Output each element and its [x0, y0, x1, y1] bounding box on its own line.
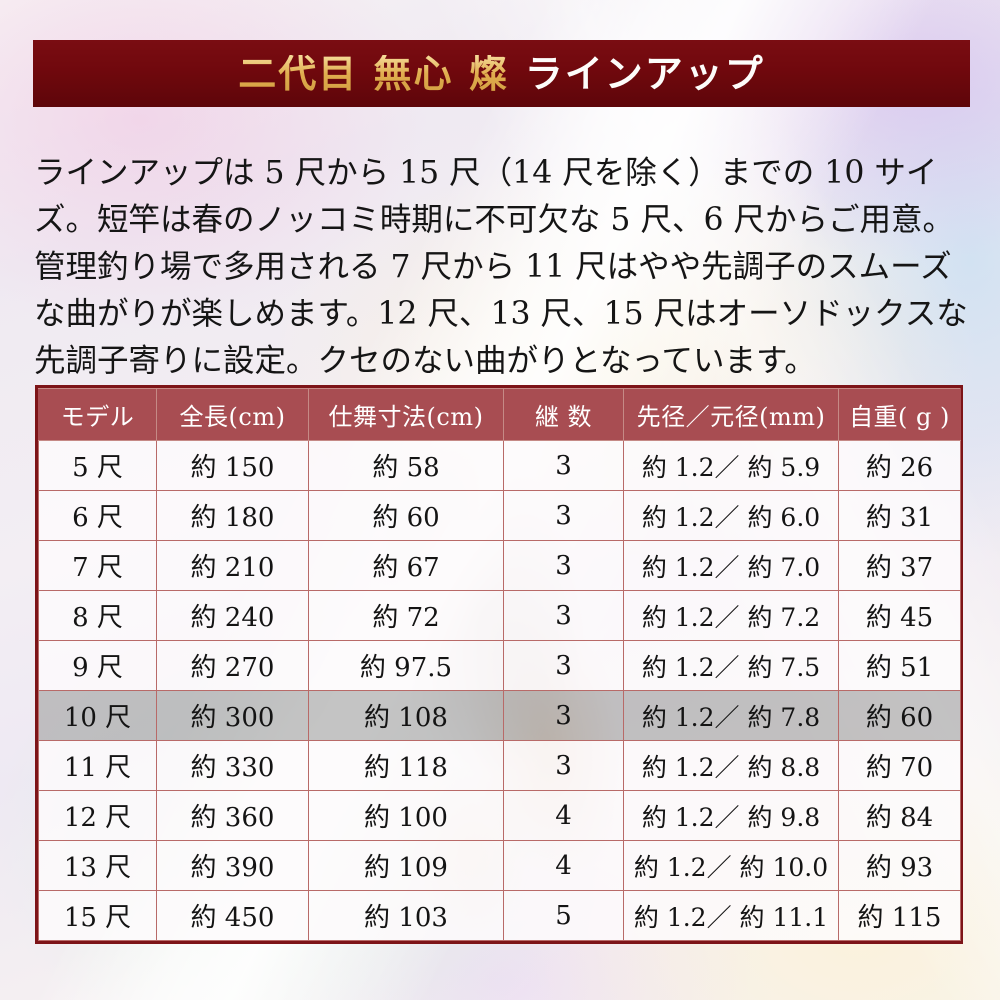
spec-table-container: モデル 全長(cm) 仕舞寸法(cm) 継 数 先径／元径(mm) 自重( g … — [35, 385, 963, 944]
cell-collapsed: 約 97.5 — [308, 640, 504, 691]
cell-weight: 約 37 — [838, 540, 961, 591]
cell-model: 10 尺 — [38, 690, 157, 741]
table-row: 10 尺約 300 約 108 3 約 1.2／ 約 7.8 約 60 — [38, 690, 961, 741]
cell-collapsed: 約 103 — [308, 890, 504, 941]
column-header-weight: 自重( g ) — [838, 388, 961, 441]
cell-sections: 3 — [503, 490, 624, 541]
table-row: 11 尺約 330 約 118 3 約 1.2／ 約 8.8 約 70 — [38, 740, 961, 791]
cell-diameter: 約 1.2／ 約 9.8 — [623, 790, 839, 841]
cell-length: 約 300 — [156, 690, 309, 741]
table-row: 8 尺約 240 約 72 3 約 1.2／ 約 7.2 約 45 — [38, 590, 961, 641]
page-title: 二代目 無心 燦 ラインアップ — [238, 50, 765, 96]
table-row: 15 尺約 450 約 103 5 約 1.2／ 約 11.1 約 115 — [38, 890, 961, 941]
cell-length: 約 450 — [156, 890, 309, 941]
cell-diameter: 約 1.2／ 約 7.0 — [623, 540, 839, 591]
column-header-model: モデル — [38, 388, 157, 441]
cell-weight: 約 84 — [838, 790, 961, 841]
cell-collapsed: 約 100 — [308, 790, 504, 841]
cell-diameter: 約 1.2／ 約 7.2 — [623, 590, 839, 641]
cell-sections: 3 — [503, 740, 624, 791]
cell-weight: 約 93 — [838, 840, 961, 891]
cell-diameter: 約 1.2／ 約 5.9 — [623, 440, 839, 491]
cell-weight: 約 26 — [838, 440, 961, 491]
cell-collapsed: 約 58 — [308, 440, 504, 491]
cell-collapsed: 約 109 — [308, 840, 504, 891]
cell-sections: 3 — [503, 640, 624, 691]
cell-sections: 3 — [503, 440, 624, 491]
cell-model: 11 尺 — [38, 740, 157, 791]
cell-sections: 3 — [503, 540, 624, 591]
table-row: 9 尺約 270 約 97.5 3 約 1.2／ 約 7.5 約 51 — [38, 640, 961, 691]
cell-weight: 約 45 — [838, 590, 961, 641]
table-header-row: モデル 全長(cm) 仕舞寸法(cm) 継 数 先径／元径(mm) 自重( g … — [38, 388, 961, 441]
cell-collapsed: 約 118 — [308, 740, 504, 791]
table-row: 5 尺約 150 約 58 3 約 1.2／ 約 5.9 約 26 — [38, 440, 961, 491]
cell-weight: 約 115 — [838, 890, 961, 941]
cell-length: 約 180 — [156, 490, 309, 541]
cell-model: 5 尺 — [38, 440, 157, 491]
cell-sections: 5 — [503, 890, 624, 941]
page-title-suffix: ラインアップ — [524, 50, 765, 96]
cell-weight: 約 60 — [838, 690, 961, 741]
cell-diameter: 約 1.2／ 約 7.5 — [623, 640, 839, 691]
cell-length: 約 360 — [156, 790, 309, 841]
cell-sections: 4 — [503, 840, 624, 891]
cell-sections: 4 — [503, 790, 624, 841]
spec-table-head: モデル 全長(cm) 仕舞寸法(cm) 継 数 先径／元径(mm) 自重( g … — [38, 388, 961, 441]
cell-length: 約 240 — [156, 590, 309, 641]
spec-table: モデル 全長(cm) 仕舞寸法(cm) 継 数 先径／元径(mm) 自重( g … — [38, 388, 961, 941]
cell-length: 約 150 — [156, 440, 309, 491]
cell-collapsed: 約 108 — [308, 690, 504, 741]
cell-length: 約 270 — [156, 640, 309, 691]
lead-paragraph: ラインアップは 5 尺から 15 尺（14 尺を除く）までの 10 サイズ。短竿… — [34, 154, 968, 379]
cell-diameter: 約 1.2／ 約 10.0 — [623, 840, 839, 891]
cell-collapsed: 約 60 — [308, 490, 504, 541]
cell-weight: 約 70 — [838, 740, 961, 791]
cell-length: 約 210 — [156, 540, 309, 591]
cell-sections: 3 — [503, 690, 624, 741]
table-row: 6 尺約 180 約 60 3 約 1.2／ 約 6.0 約 31 — [38, 490, 961, 541]
page-title-product-name: 二代目 無心 燦 — [238, 50, 509, 96]
cell-model: 12 尺 — [38, 790, 157, 841]
cell-collapsed: 約 67 — [308, 540, 504, 591]
cell-model: 15 尺 — [38, 890, 157, 941]
cell-diameter: 約 1.2／ 約 6.0 — [623, 490, 839, 541]
column-header-diameter: 先径／元径(mm) — [623, 388, 839, 441]
cell-model: 6 尺 — [38, 490, 157, 541]
cell-weight: 約 31 — [838, 490, 961, 541]
table-row: 12 尺約 360 約 100 4 約 1.2／ 約 9.8 約 84 — [38, 790, 961, 841]
cell-diameter: 約 1.2／ 約 8.8 — [623, 740, 839, 791]
header-banner: 二代目 無心 燦 ラインアップ — [33, 40, 970, 107]
cell-length: 約 390 — [156, 840, 309, 891]
spec-table-body: 5 尺約 150 約 58 3 約 1.2／ 約 5.9 約 26 6 尺約 180 約 6… — [38, 440, 961, 941]
cell-collapsed: 約 72 — [308, 590, 504, 641]
column-header-sections: 継 数 — [503, 388, 624, 441]
cell-model: 7 尺 — [38, 540, 157, 591]
table-row: 13 尺約 390 約 109 4 約 1.2／ 約 10.0 約 93 — [38, 840, 961, 891]
cell-weight: 約 51 — [838, 640, 961, 691]
cell-model: 13 尺 — [38, 840, 157, 891]
column-header-collapsed: 仕舞寸法(cm) — [308, 388, 504, 441]
table-row: 7 尺約 210 約 67 3 約 1.2／ 約 7.0 約 37 — [38, 540, 961, 591]
cell-model: 9 尺 — [38, 640, 157, 691]
cell-model: 8 尺 — [38, 590, 157, 641]
cell-sections: 3 — [503, 590, 624, 641]
column-header-length: 全長(cm) — [156, 388, 309, 441]
cell-diameter: 約 1.2／ 約 11.1 — [623, 890, 839, 941]
cell-diameter: 約 1.2／ 約 7.8 — [623, 690, 839, 741]
cell-length: 約 330 — [156, 740, 309, 791]
